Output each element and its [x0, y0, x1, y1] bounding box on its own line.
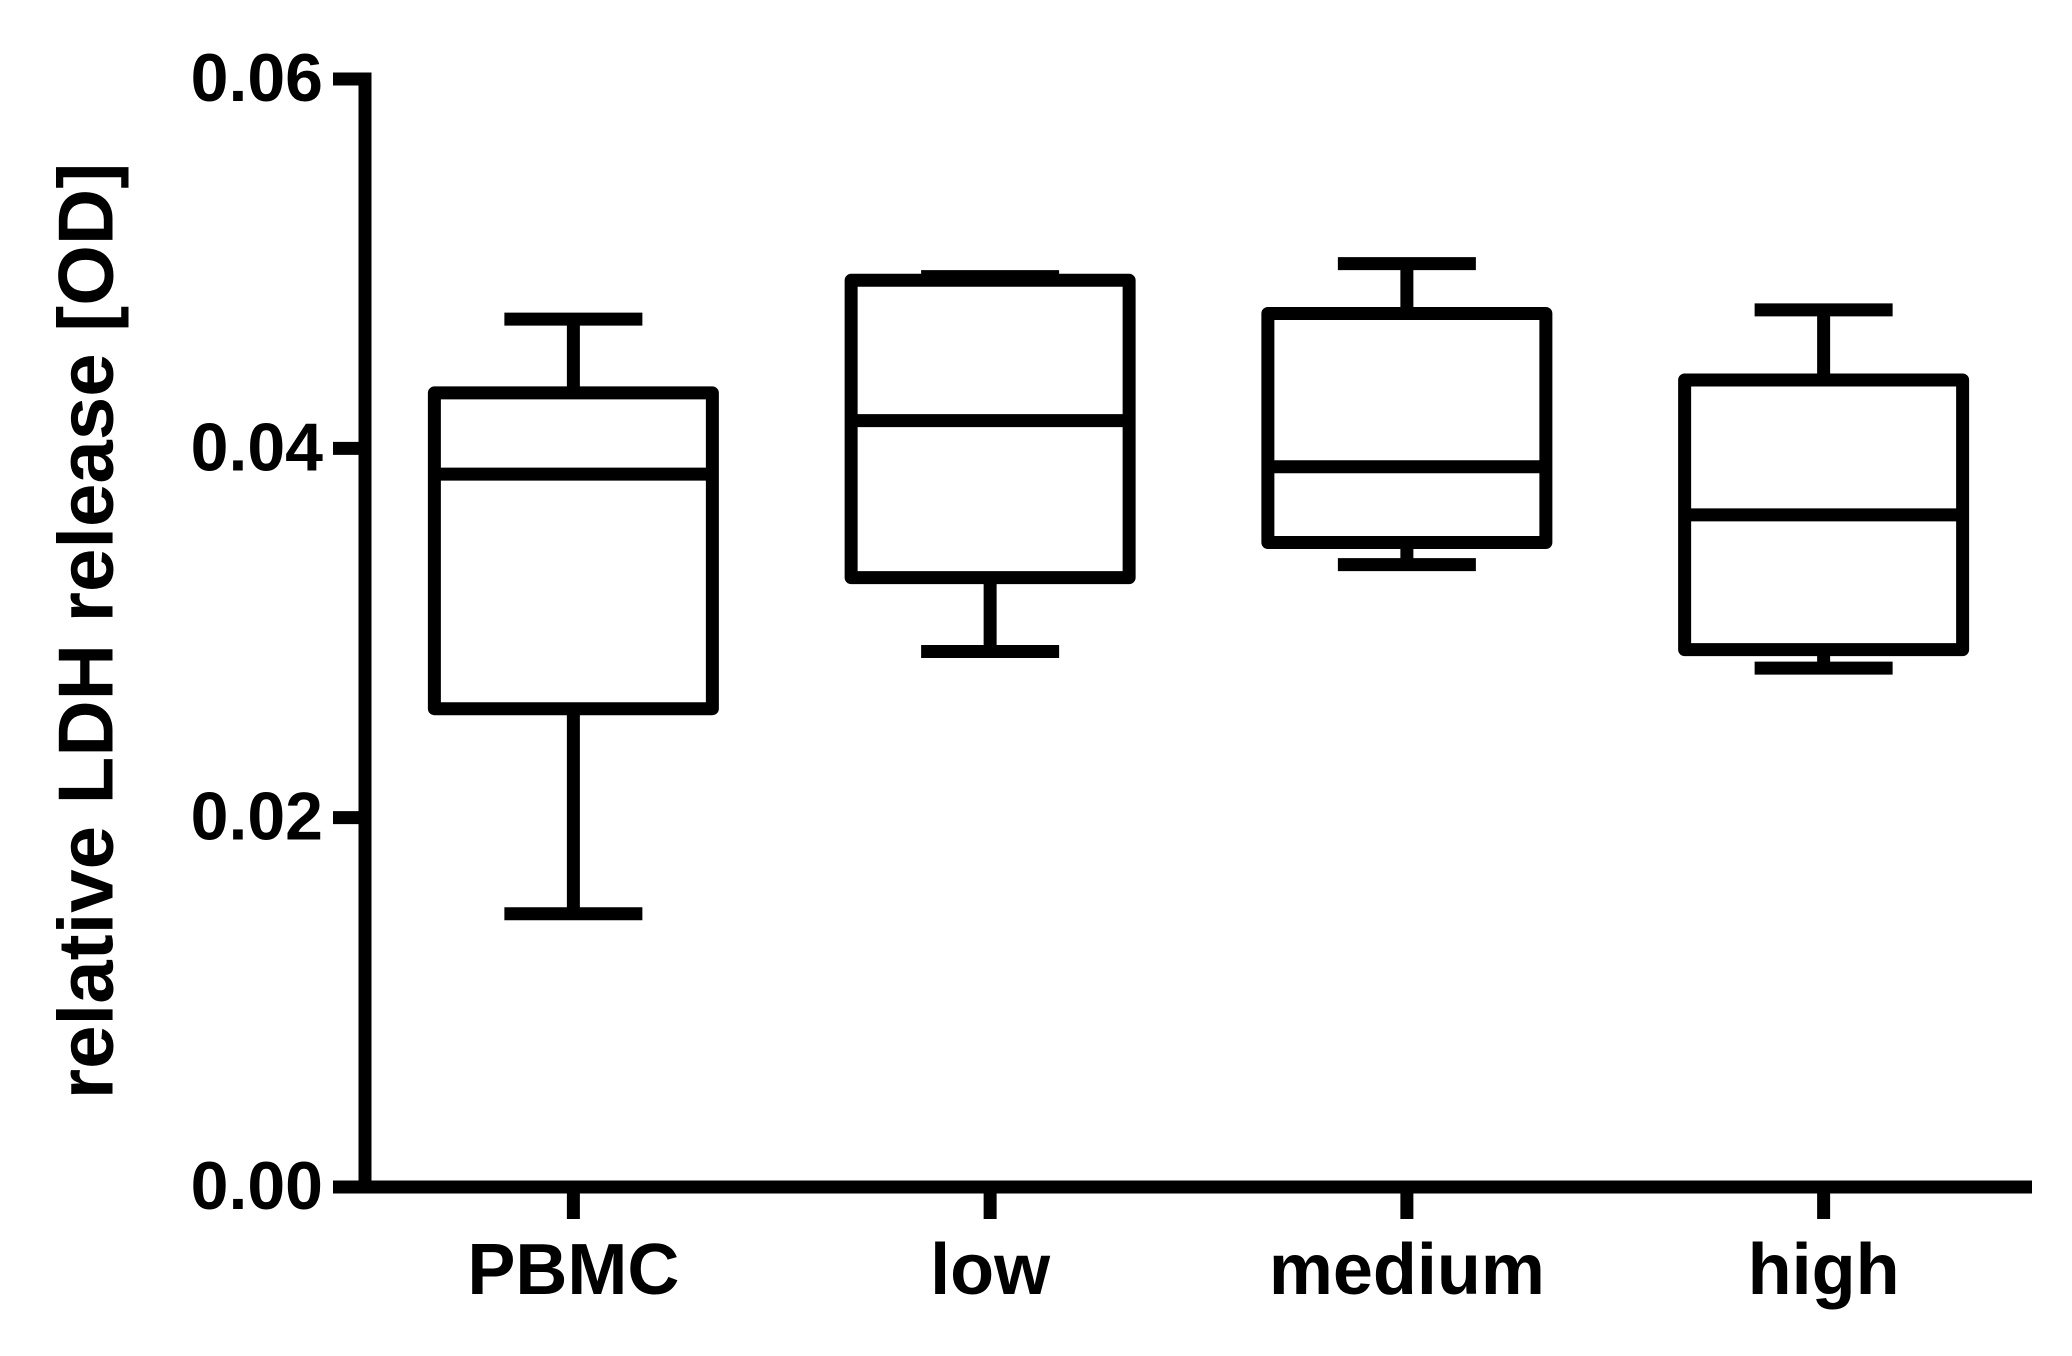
- y-tick-label: 0.00: [191, 1148, 323, 1224]
- box: [427, 386, 719, 716]
- box: [1261, 307, 1553, 550]
- box: [844, 273, 1136, 585]
- x-tick-label: PBMC: [467, 1230, 679, 1310]
- x-tick-label: medium: [1269, 1230, 1545, 1310]
- x-tick-label: low: [930, 1230, 1051, 1310]
- x-tick-label: high: [1748, 1230, 1900, 1310]
- y-tick-label: 0.02: [191, 779, 323, 855]
- y-tick-label: 0.06: [191, 40, 323, 116]
- y-axis-title: relative LDH release [OD]: [42, 163, 130, 1099]
- y-tick-label: 0.04: [191, 409, 324, 485]
